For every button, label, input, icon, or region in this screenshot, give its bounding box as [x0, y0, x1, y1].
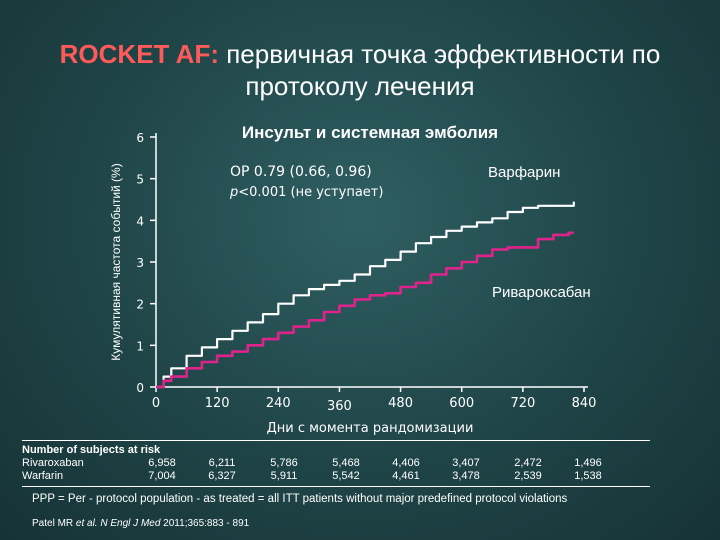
x-tick-label: 360: [327, 399, 352, 414]
p-value-text: <0.001 (не уступает): [238, 185, 383, 200]
chart-axes: 0 1 2 3 4 5 6 0 120 240 360 480 600 720 840: [136, 131, 596, 414]
y-tick-label: 4: [136, 214, 144, 228]
risk-table-cell: 7,004: [148, 470, 176, 482]
risk-table-cell: 6,211: [208, 457, 236, 469]
risk-row-label: Rivaroxaban: [22, 457, 84, 469]
slide-title-text: первичная точка эффективности по протоко…: [219, 39, 661, 101]
risk-row-rivaroxaban: Rivaroxaban 6,958 6,211 5,786 5,468 4,406 3,4…: [22, 457, 650, 470]
reference-authors: Patel MR: [32, 518, 76, 529]
reference-journal: N Engl J Med: [97, 518, 161, 529]
risk-table-cell: 6,327: [208, 470, 236, 482]
y-tick-label: 5: [136, 173, 144, 187]
table-divider: [22, 486, 650, 487]
x-tick-label: 720: [510, 396, 535, 411]
risk-table-cell: 4,406: [392, 457, 420, 469]
km-chart: 0 1 2 3 4 5 6 0 120 240 360 480 600 720 840 Инсульт и …: [109, 123, 596, 436]
risk-table-cell: 4,461: [392, 470, 420, 482]
risk-row-label: Warfarin: [22, 470, 64, 482]
reference-details: 2011;365:883 - 891: [160, 518, 250, 529]
footnote: PPP = Per - protocol population - as tre…: [32, 493, 568, 505]
y-tick-label: 0: [136, 381, 144, 395]
x-tick-label: 840: [572, 396, 597, 411]
chart-title: Инсульт и системная эмболия: [242, 123, 498, 142]
y-tick-label: 6: [136, 131, 144, 145]
risk-row-warfarin: Warfarin 7,004 6,327 5,911 5,542 4,461 3,478 2…: [22, 470, 650, 483]
y-tick-label: 1: [136, 339, 144, 353]
risk-table: Number of subjects at risk Rivaroxaban 6…: [22, 440, 650, 483]
risk-table-cell: 5,786: [270, 457, 298, 469]
y-axis-label: Кумулятивная частота событий (%): [109, 163, 123, 360]
p-value-annotation: p<0.001 (не уступает): [229, 185, 383, 200]
x-tick-label: 0: [152, 396, 160, 411]
reference: Patel MR et al. N Engl J Med 2011;365:88…: [32, 518, 249, 529]
chart-series: [156, 201, 575, 389]
risk-table-cell: 5,542: [332, 470, 360, 482]
series-label-warfarin: Варфарин: [488, 164, 560, 181]
reference-etal: et al.: [75, 518, 98, 529]
risk-table-cell: 3,478: [452, 470, 480, 482]
risk-table-cell: 5,911: [270, 470, 298, 482]
x-tick-label: 600: [449, 396, 474, 411]
series-line-warfarin: [156, 201, 575, 389]
x-tick-label: 480: [388, 396, 413, 411]
risk-table-cell: 6,958: [148, 457, 176, 469]
risk-table-cell: 2,539: [514, 470, 542, 482]
risk-table-cell: 2,472: [514, 457, 542, 469]
p-value-prefix: p: [229, 185, 238, 200]
y-tick-label: 3: [136, 256, 144, 270]
series-label-rivaroxaban: Ривароксабан: [492, 284, 591, 301]
y-tick-label: 2: [136, 298, 144, 312]
risk-table-cell: 3,407: [452, 457, 480, 469]
hazard-ratio-annotation: ОР 0.79 (0.66, 0.96): [230, 164, 372, 180]
slide-title-prefix: ROCKET AF:: [59, 39, 219, 69]
slide-title: ROCKET AF: первичная точка эффективности…: [20, 38, 700, 102]
x-tick-label: 120: [205, 396, 230, 411]
risk-table-cell: 5,468: [332, 457, 360, 469]
x-axis-label: Дни с момента рандомизации: [267, 421, 474, 436]
risk-table-header: Number of subjects at risk: [22, 444, 161, 456]
series-line-rivaroxaban: [156, 231, 574, 389]
risk-table-cell: 1,538: [574, 470, 602, 482]
x-tick-label: 240: [266, 396, 291, 411]
risk-table-cell: 1,496: [574, 457, 602, 469]
